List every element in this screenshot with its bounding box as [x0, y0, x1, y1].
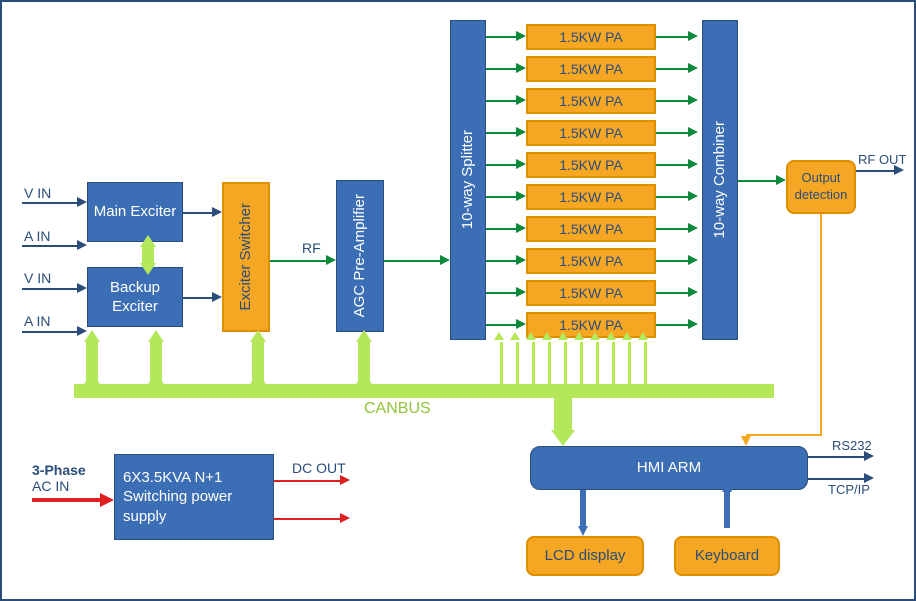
- pa-block: 1.5KW PA: [526, 184, 656, 210]
- pa-block: 1.5KW PA: [526, 248, 656, 274]
- keyboard: Keyboard: [674, 536, 780, 576]
- label-ain1: A IN: [24, 228, 50, 244]
- rf-label: RF: [302, 240, 321, 256]
- canbus-bar: [74, 384, 774, 398]
- label-vin1: V IN: [24, 185, 51, 201]
- output-detection: Output detection: [786, 160, 856, 214]
- pa-block: 1.5KW PA: [526, 56, 656, 82]
- label-ain2: A IN: [24, 313, 50, 329]
- tcpip-label: TCP/IP: [828, 482, 870, 497]
- power-supply: 6X3.5KVA N+1 Switching power supply: [114, 454, 274, 540]
- combiner: 10-way Combiner: [702, 20, 738, 340]
- hmi-arm: HMI ARM: [530, 446, 808, 490]
- backup-exciter: Backup Exciter: [87, 267, 183, 327]
- arrow-vin1: [22, 202, 82, 204]
- agc-preamp: AGC Pre-Amplifier: [336, 180, 384, 332]
- pa-block: 1.5KW PA: [526, 24, 656, 50]
- pa-block: 1.5KW PA: [526, 88, 656, 114]
- pa-block: 1.5KW PA: [526, 280, 656, 306]
- rfout-label: RF OUT: [858, 152, 906, 167]
- exciter-switcher: Exciter Switcher: [222, 182, 270, 332]
- pa-block: 1.5KW PA: [526, 216, 656, 242]
- lcd-display: LCD display: [526, 536, 644, 576]
- splitter: 10-way Splitter: [450, 20, 486, 340]
- diagram: V IN A IN V IN A IN Main Exciter Backup …: [0, 0, 916, 601]
- rs232-label: RS232: [832, 438, 872, 453]
- pa-block: 1.5KW PA: [526, 120, 656, 146]
- three-phase-1: 3-Phase: [32, 462, 86, 478]
- main-exciter: Main Exciter: [87, 182, 183, 242]
- pa-block: 1.5KW PA: [526, 152, 656, 178]
- canbus-label: CANBUS: [364, 400, 431, 418]
- dcout-label: DC OUT: [292, 460, 346, 476]
- label-vin2: V IN: [24, 270, 51, 286]
- three-phase-2: AC IN: [32, 478, 69, 494]
